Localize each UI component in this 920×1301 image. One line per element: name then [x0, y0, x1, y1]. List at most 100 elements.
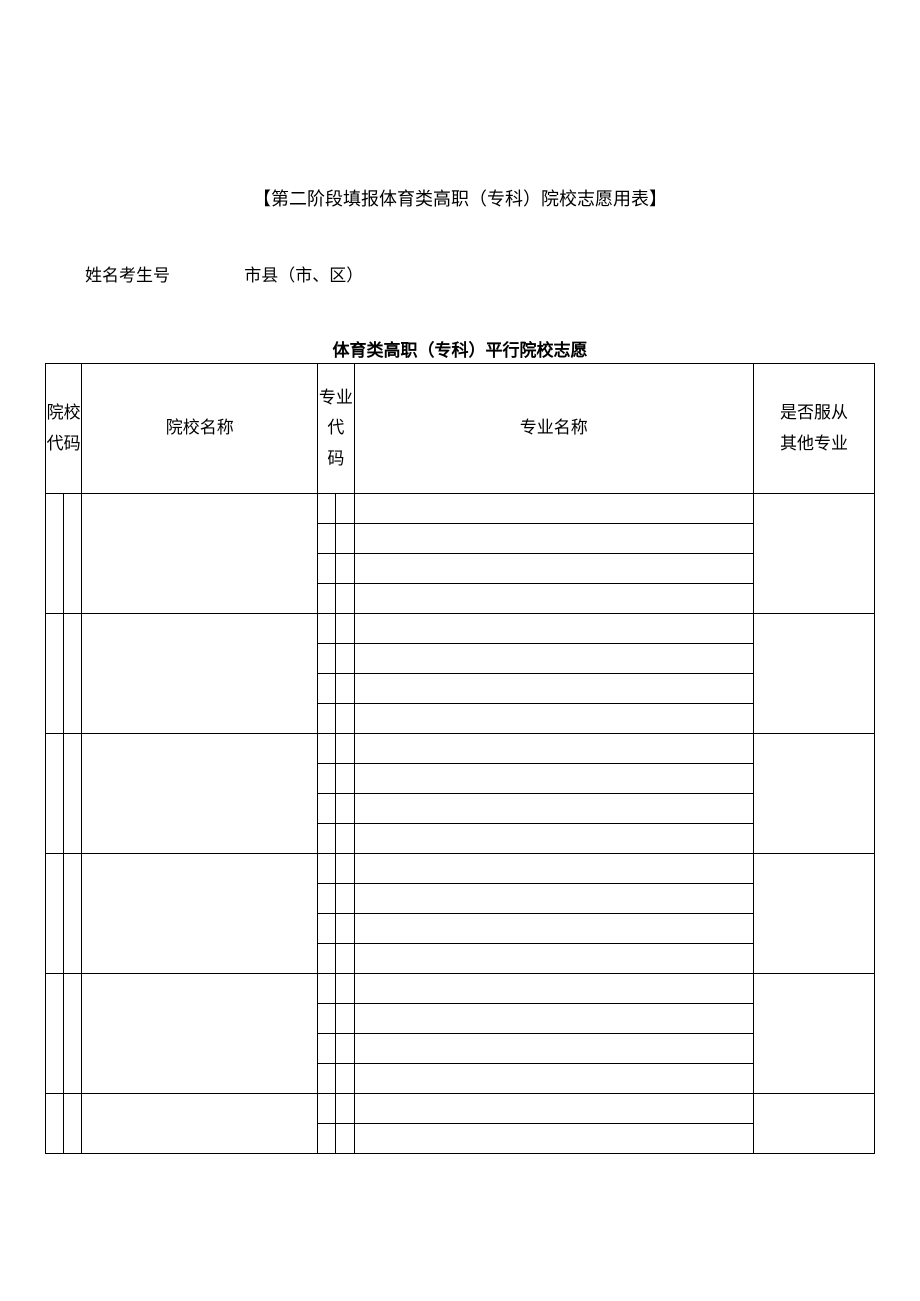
school-code-b — [64, 734, 82, 854]
major-code-b — [336, 1064, 354, 1094]
major-code-a — [318, 824, 336, 854]
major-name-cell — [354, 494, 753, 524]
major-name-cell — [354, 944, 753, 974]
major-name-cell — [354, 884, 753, 914]
major-code-b — [336, 734, 354, 764]
school-code-b — [64, 494, 82, 614]
major-code-b — [336, 764, 354, 794]
major-name-cell — [354, 554, 753, 584]
major-name-cell — [354, 914, 753, 944]
major-code-b — [336, 584, 354, 614]
table-row — [46, 1094, 875, 1124]
major-code-a — [318, 614, 336, 644]
table-row — [46, 494, 875, 524]
major-name-cell — [354, 1064, 753, 1094]
major-name-cell — [354, 974, 753, 1004]
major-name-cell — [354, 1094, 753, 1124]
major-code-a — [318, 584, 336, 614]
school-name-cell — [82, 1094, 318, 1154]
table-row — [46, 854, 875, 884]
school-code-a — [46, 494, 64, 614]
major-code-b — [336, 644, 354, 674]
major-code-a — [318, 884, 336, 914]
major-code-a — [318, 644, 336, 674]
major-name-cell — [354, 674, 753, 704]
name-id-label: 姓名考生号 — [85, 266, 170, 285]
school-name-cell — [82, 974, 318, 1094]
major-name-cell — [354, 704, 753, 734]
major-code-b — [336, 1034, 354, 1064]
obey-cell — [753, 494, 874, 614]
school-code-a — [46, 614, 64, 734]
school-name-cell — [82, 494, 318, 614]
major-code-b — [336, 554, 354, 584]
major-code-a — [318, 914, 336, 944]
table-header-row: 院校代码院校名称专业代码专业名称是否服从其他专业 — [46, 364, 875, 494]
school-code-b — [64, 854, 82, 974]
major-code-b — [336, 674, 354, 704]
school-name-cell — [82, 734, 318, 854]
major-name-cell — [354, 1034, 753, 1064]
major-code-a — [318, 944, 336, 974]
major-name-cell — [354, 1124, 753, 1154]
school-name-cell — [82, 614, 318, 734]
major-name-cell — [354, 524, 753, 554]
header-obey: 是否服从其他专业 — [753, 364, 874, 494]
obey-cell — [753, 734, 874, 854]
table-row — [46, 614, 875, 644]
major-name-cell — [354, 1004, 753, 1034]
school-code-a — [46, 1094, 64, 1154]
city-label: 市县（市、区） — [244, 266, 363, 285]
major-name-cell — [354, 824, 753, 854]
school-name-cell — [82, 854, 318, 974]
major-code-a — [318, 1064, 336, 1094]
obey-cell — [753, 854, 874, 974]
header-major-name: 专业名称 — [354, 364, 753, 494]
major-code-b — [336, 944, 354, 974]
school-code-a — [46, 974, 64, 1094]
info-row: 姓名考生号 市县（市、区） — [85, 261, 875, 286]
application-table: 院校代码院校名称专业代码专业名称是否服从其他专业 — [45, 363, 875, 1154]
major-code-b — [336, 824, 354, 854]
table-subtitle: 体育类高职（专科）平行院校志愿 — [45, 336, 875, 361]
major-code-b — [336, 794, 354, 824]
major-code-b — [336, 914, 354, 944]
major-name-cell — [354, 614, 753, 644]
major-code-a — [318, 494, 336, 524]
major-code-a — [318, 794, 336, 824]
major-code-a — [318, 1094, 336, 1124]
major-code-b — [336, 614, 354, 644]
major-code-a — [318, 1034, 336, 1064]
major-code-a — [318, 734, 336, 764]
school-code-b — [64, 614, 82, 734]
table-row — [46, 734, 875, 764]
header-major-code: 专业代码 — [318, 364, 354, 494]
major-code-b — [336, 884, 354, 914]
major-code-a — [318, 764, 336, 794]
major-code-b — [336, 704, 354, 734]
obey-cell — [753, 614, 874, 734]
major-code-a — [318, 554, 336, 584]
page-title: 【第二阶段填报体育类高职（专科）院校志愿用表】 — [45, 185, 875, 211]
major-code-a — [318, 974, 336, 1004]
major-name-cell — [354, 764, 753, 794]
major-code-b — [336, 494, 354, 524]
obey-cell — [753, 1094, 874, 1154]
major-code-a — [318, 854, 336, 884]
major-code-b — [336, 1124, 354, 1154]
major-code-a — [318, 674, 336, 704]
major-name-cell — [354, 794, 753, 824]
school-code-a — [46, 734, 64, 854]
major-code-a — [318, 1124, 336, 1154]
major-name-cell — [354, 854, 753, 884]
major-code-a — [318, 524, 336, 554]
major-code-b — [336, 1094, 354, 1124]
major-code-b — [336, 524, 354, 554]
major-name-cell — [354, 734, 753, 764]
major-code-a — [318, 704, 336, 734]
header-school-code: 院校代码 — [46, 364, 82, 494]
major-code-b — [336, 1004, 354, 1034]
school-code-b — [64, 1094, 82, 1154]
major-code-b — [336, 854, 354, 884]
major-code-a — [318, 1004, 336, 1034]
